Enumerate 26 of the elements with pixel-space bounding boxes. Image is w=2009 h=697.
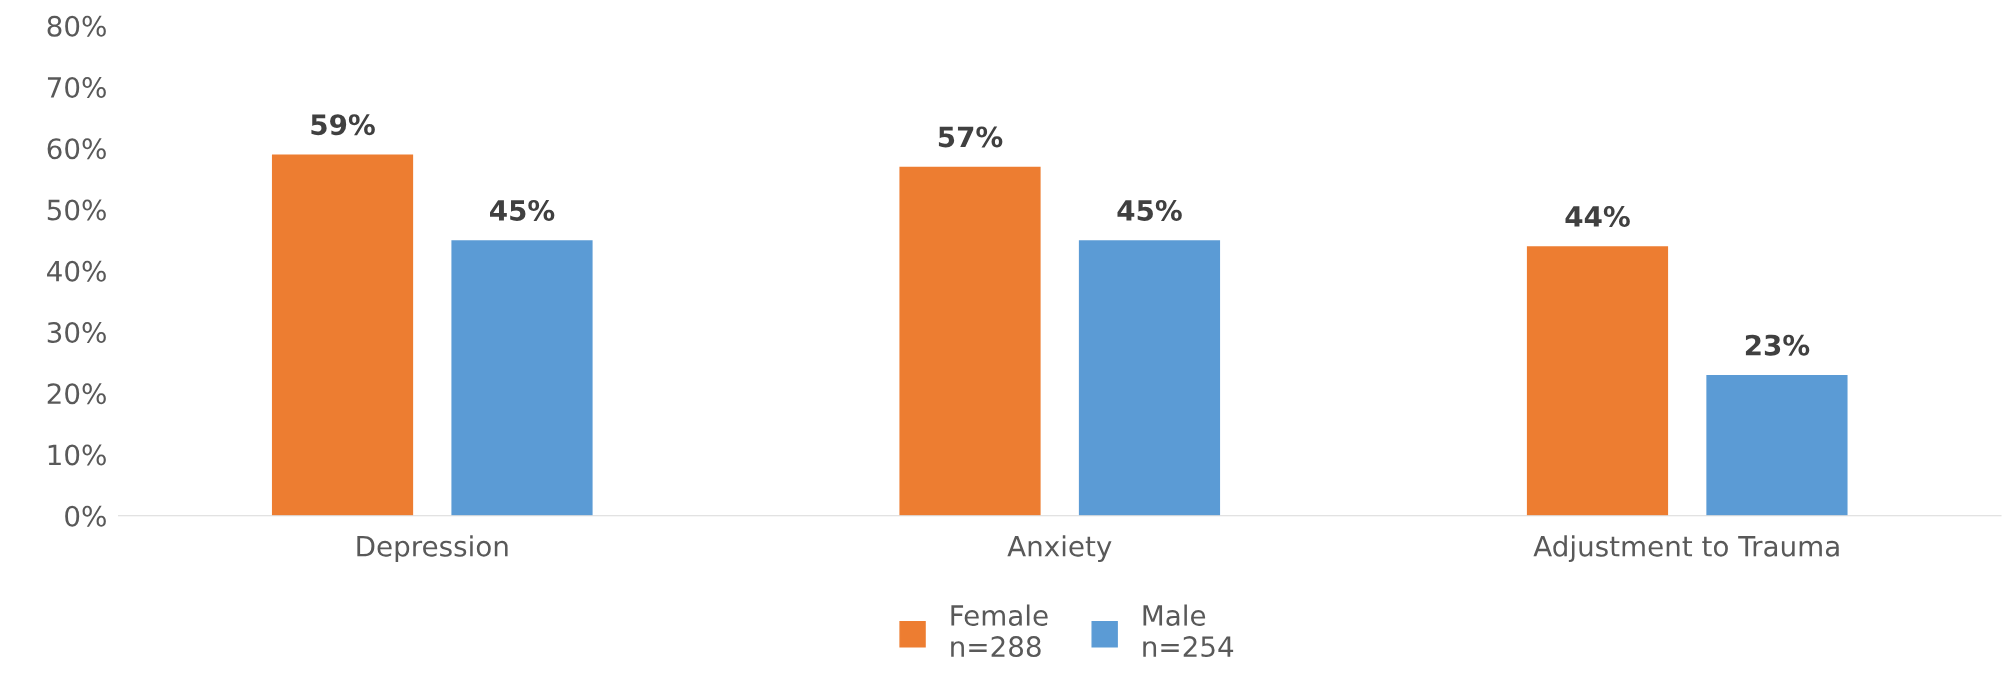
y-tick-label: 30%: [47, 321, 106, 343]
bar: [899, 166, 1041, 516]
legend-label: Male n=254: [1143, 604, 1234, 658]
y-tick-label: 0%: [65, 505, 106, 527]
data-label: 45%: [1117, 199, 1182, 221]
data-label: 23%: [1745, 334, 1810, 356]
data-label: 45%: [490, 199, 555, 221]
data-label: 44%: [1565, 206, 1630, 228]
y-tick-label: 10%: [48, 444, 106, 466]
bar: [1706, 374, 1848, 516]
y-tick-label: 70%: [47, 76, 106, 98]
bar: [1078, 240, 1221, 516]
y-tick-label: 80%: [47, 15, 106, 37]
y-tick-label: 20%: [47, 383, 106, 405]
y-tick-label: 40%: [47, 260, 106, 282]
bar: [1526, 246, 1669, 516]
data-label: 59%: [311, 114, 375, 136]
y-tick-label: 50%: [47, 199, 106, 221]
y-tick-label: 60%: [47, 138, 106, 160]
bar: [271, 154, 414, 516]
x-tick-label: Adjustment to Trauma: [1533, 535, 1839, 563]
x-tick-label: Anxiety: [1007, 535, 1112, 563]
legend-label: Female n=288: [951, 604, 1048, 658]
x-tick-label: Depression: [357, 535, 508, 563]
bar: [451, 240, 593, 516]
data-label: 57%: [938, 126, 1003, 148]
